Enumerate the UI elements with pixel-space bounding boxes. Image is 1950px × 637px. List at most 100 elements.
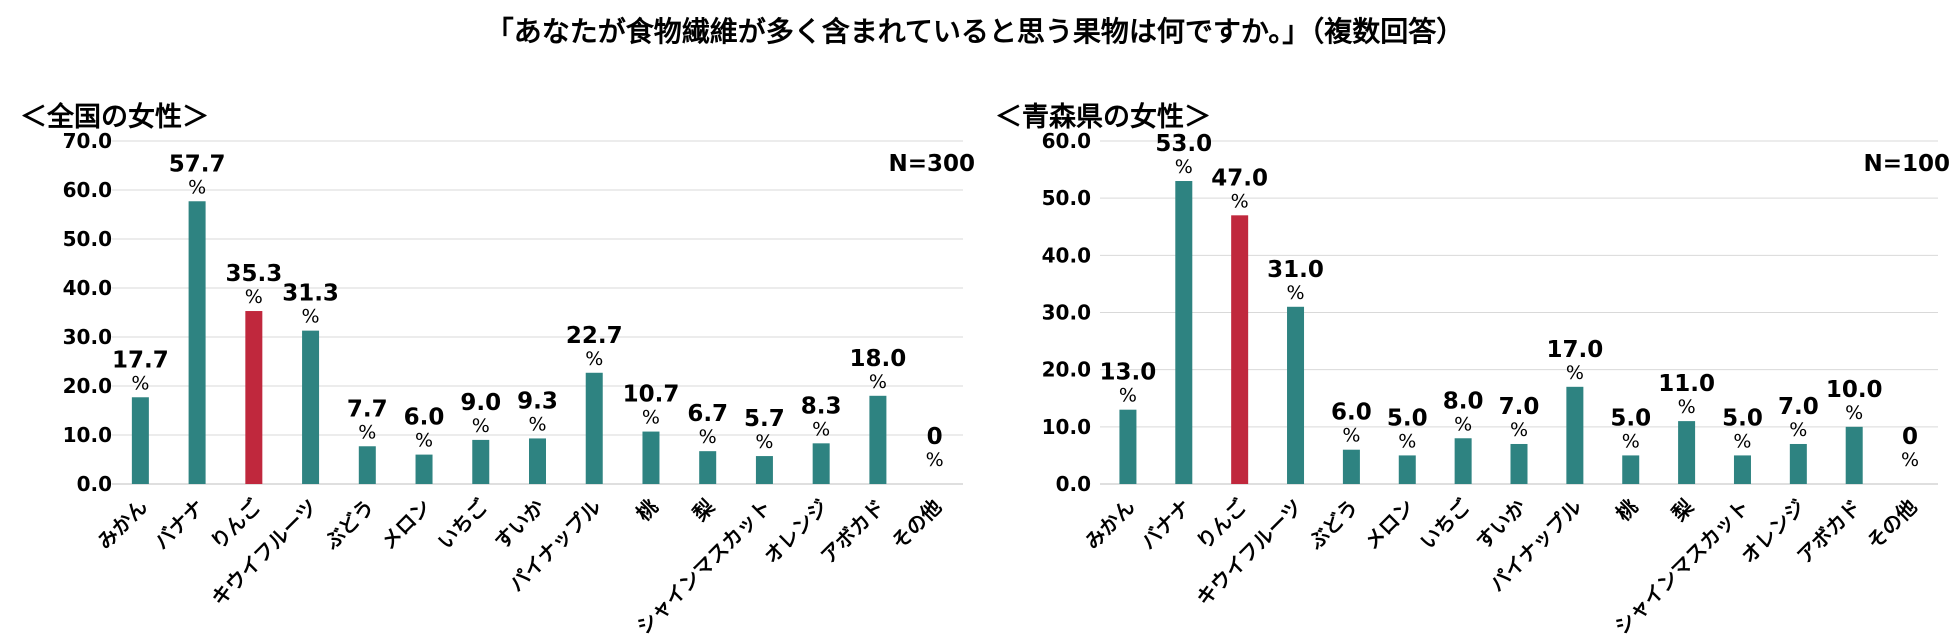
data-label: 13.0 xyxy=(1100,360,1157,386)
data-label-unit: % xyxy=(1342,425,1360,447)
data-label-unit: % xyxy=(812,418,830,440)
y-tick-label: 60.0 xyxy=(63,178,112,202)
data-label-unit: % xyxy=(245,286,263,308)
y-tick-label: 50.0 xyxy=(63,227,112,251)
x-tick-label: その他 xyxy=(887,495,946,554)
data-label-unit: % xyxy=(869,371,887,393)
data-label: 22.7 xyxy=(566,323,623,349)
data-label: 47.0 xyxy=(1211,165,1268,191)
bar xyxy=(358,446,376,484)
y-tick-label: 70.0 xyxy=(63,129,112,153)
data-label-unit: % xyxy=(1398,430,1416,452)
x-tick-label: ぶどう xyxy=(319,495,379,555)
data-label: 8.3 xyxy=(801,393,842,419)
data-label-unit: % xyxy=(1789,419,1807,441)
bar xyxy=(1287,306,1305,484)
sample-size-label: N=300 xyxy=(888,151,975,177)
data-label: 0 xyxy=(1902,424,1918,450)
data-label: 31.0 xyxy=(1267,257,1324,283)
bar-chart-aomori: 0.0 10.0 20.0 30.0 40.0 50.0 60.0 13.0% みかん 53.0%… xyxy=(1042,129,1938,637)
data-label-unit: % xyxy=(1566,362,1584,384)
data-label-unit: % xyxy=(415,430,433,452)
x-tick-label: バナナ xyxy=(1136,495,1195,554)
bar xyxy=(188,201,206,484)
data-label-unit: % xyxy=(926,449,944,471)
data-label: 5.0 xyxy=(1387,405,1428,431)
bar xyxy=(245,311,263,484)
bar xyxy=(1454,438,1472,484)
x-tick-label: 梨 xyxy=(688,494,720,526)
x-tick-label: いちご xyxy=(1415,495,1474,554)
data-label-unit: % xyxy=(1287,282,1305,304)
x-tick-label: その他 xyxy=(1862,495,1921,554)
data-label-unit: % xyxy=(528,413,546,435)
bar xyxy=(415,454,433,484)
bar xyxy=(1342,449,1360,484)
data-label-unit: % xyxy=(1733,430,1751,452)
bar xyxy=(472,439,490,484)
data-label: 18.0 xyxy=(850,346,907,372)
data-label: 8.0 xyxy=(1443,388,1484,414)
data-label: 17.0 xyxy=(1546,337,1603,363)
chart-aomori-women: ＜青森県の女性＞ N=100 0.0 10.0 20.0 30.0 40.0 50.0 60… xyxy=(975,95,1950,637)
data-label: 9.0 xyxy=(460,390,501,416)
data-label-unit: % xyxy=(472,415,490,437)
data-label-unit: % xyxy=(755,431,773,453)
bar xyxy=(1622,455,1640,484)
bar xyxy=(1398,455,1416,484)
y-tick-label: 40.0 xyxy=(1042,243,1091,267)
x-tick-label: アボカド xyxy=(816,495,890,569)
bar xyxy=(1845,426,1863,484)
bar xyxy=(699,451,717,484)
data-label-unit: % xyxy=(642,407,660,429)
data-label: 57.7 xyxy=(169,151,226,177)
bar xyxy=(585,372,603,484)
y-tick-label: 20.0 xyxy=(1042,358,1091,382)
bar xyxy=(755,456,773,484)
data-label: 6.0 xyxy=(404,405,445,431)
data-label: 7.0 xyxy=(1778,394,1819,420)
data-label: 6.0 xyxy=(1331,400,1372,426)
x-tick-label: メロン xyxy=(1359,495,1418,554)
x-tick-label: ぶどう xyxy=(1303,495,1363,555)
data-label: 9.3 xyxy=(517,388,558,414)
data-label-unit: % xyxy=(1510,419,1528,441)
page-title: 「あなたが食物繊維が多く含まれていると思う果物は何ですか。」（複数回答） xyxy=(485,15,1465,48)
data-label-unit: % xyxy=(1622,430,1640,452)
y-tick-label: 20.0 xyxy=(63,374,112,398)
data-label: 5.0 xyxy=(1722,405,1763,431)
data-label-unit: % xyxy=(1678,396,1696,418)
bar xyxy=(1175,181,1193,484)
data-label: 7.7 xyxy=(347,396,388,422)
data-label: 31.3 xyxy=(282,281,339,307)
y-tick-label: 50.0 xyxy=(1042,186,1091,210)
data-label: 11.0 xyxy=(1658,371,1715,397)
data-label: 5.0 xyxy=(1610,405,1651,431)
data-label-unit: % xyxy=(302,306,320,328)
data-label: 0 xyxy=(927,424,943,450)
y-tick-label: 0.0 xyxy=(1056,472,1091,496)
data-label-unit: % xyxy=(1454,413,1472,435)
bar xyxy=(1789,443,1807,484)
bar xyxy=(812,443,830,484)
data-label-unit: % xyxy=(1175,156,1193,178)
data-label-unit: % xyxy=(131,372,149,394)
bar xyxy=(302,330,320,484)
data-label-unit: % xyxy=(585,348,603,370)
bar-chart-national: 0.0 10.0 20.0 30.0 40.0 50.0 60.0 70.0 17.7% みかん 5… xyxy=(63,129,963,637)
bar xyxy=(1119,409,1137,484)
data-label-unit: % xyxy=(358,421,376,443)
bar xyxy=(1510,443,1528,484)
data-label: 35.3 xyxy=(225,261,282,287)
data-label: 6.7 xyxy=(687,401,728,427)
data-label: 17.7 xyxy=(112,347,169,373)
data-label: 10.0 xyxy=(1826,377,1883,403)
x-tick-label: 梨 xyxy=(1667,494,1699,526)
y-tick-label: 30.0 xyxy=(1042,301,1091,325)
data-label: 7.0 xyxy=(1499,394,1540,420)
x-tick-label: 桃 xyxy=(631,495,662,526)
chart-national-women: ＜全国の女性＞ N=300 0.0 10.0 20.0 30.0 40.0 50.0 60.… xyxy=(0,95,975,637)
x-tick-label: みかん xyxy=(1080,495,1139,554)
sample-size-label: N=100 xyxy=(1863,151,1950,177)
data-label-unit: % xyxy=(699,426,717,448)
